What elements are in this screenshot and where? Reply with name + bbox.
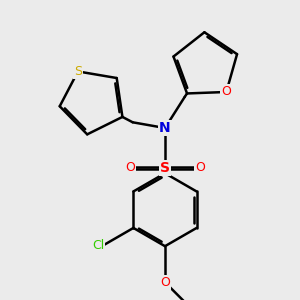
- Text: S: S: [160, 161, 170, 175]
- Text: Cl: Cl: [92, 239, 104, 253]
- Text: N: N: [159, 121, 171, 135]
- Text: O: O: [195, 161, 205, 174]
- Text: O: O: [160, 276, 170, 289]
- Text: O: O: [221, 85, 231, 98]
- Text: O: O: [125, 161, 135, 174]
- Text: S: S: [74, 65, 82, 78]
